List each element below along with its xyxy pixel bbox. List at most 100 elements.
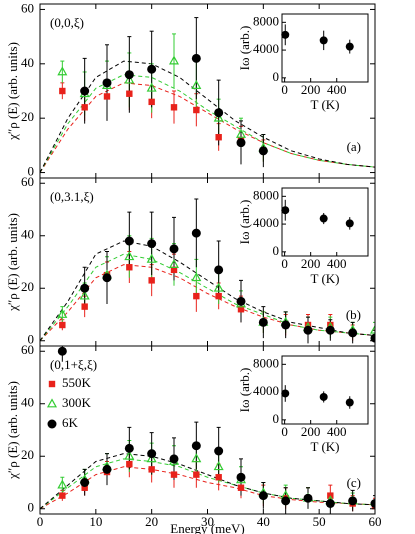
legend-label: 6K <box>62 415 79 430</box>
inset-x-tick-label: 0 <box>281 424 288 439</box>
marker-circle <box>303 493 313 503</box>
y-axis-label: χ″ρ (E) (arb. units) <box>5 381 20 480</box>
frame <box>39 345 376 515</box>
marker-circle <box>124 443 134 453</box>
x-tick-label: 30 <box>201 514 214 529</box>
marker-square <box>215 134 222 141</box>
marker-triangle <box>57 66 68 76</box>
marker-square <box>304 321 312 329</box>
marker-triangle <box>124 450 135 460</box>
x-tick-label: 40 <box>257 514 270 529</box>
y-tick-label: 0 <box>28 500 35 515</box>
marker-circle <box>236 472 246 482</box>
marker-triangle <box>57 479 68 489</box>
marker-circle <box>102 273 112 283</box>
marker-triangle <box>124 251 135 261</box>
marker-circle <box>57 346 67 356</box>
marker-circle <box>147 449 157 459</box>
marker-circle <box>102 464 112 474</box>
legend-marker <box>46 398 58 408</box>
fit-line <box>40 240 375 342</box>
marker-square <box>193 471 200 478</box>
y-axis-label: χ″ρ (E) (arb. units) <box>5 42 20 141</box>
marker-triangle <box>369 324 375 334</box>
marker-circle <box>303 325 313 335</box>
marker-circle <box>370 499 375 508</box>
marker-circle <box>191 228 201 238</box>
marker-triangle <box>146 253 157 263</box>
inset-background <box>281 13 369 83</box>
marker-square <box>148 277 155 284</box>
inset-x-label: T (K) <box>310 97 339 112</box>
x-tick-label: 0 <box>37 514 44 529</box>
inset-x-label: T (K) <box>310 439 339 454</box>
marker-square <box>170 266 178 274</box>
marker-square <box>148 98 155 106</box>
inset-x-label: T (K) <box>310 271 339 286</box>
inset-x-tick-label: 400 <box>327 82 347 97</box>
y-tick-label: 60 <box>21 0 34 15</box>
marker-triangle <box>168 258 180 269</box>
y-tick-label: 40 <box>21 55 34 70</box>
legend-marker <box>47 419 57 429</box>
marker-circle <box>236 138 246 148</box>
y-axis-label: χ″ρ (E) (arb. units) <box>5 213 20 312</box>
marker-triangle <box>79 290 90 300</box>
marker-square <box>237 484 245 491</box>
marker-square <box>59 321 66 329</box>
inset-x-tick-label: 0 <box>281 82 288 97</box>
inset-point <box>319 36 328 45</box>
marker-triangle <box>191 453 202 463</box>
marker-triangle <box>168 55 180 65</box>
marker-circle <box>80 478 90 487</box>
inset-x-tick-label: 400 <box>327 424 347 439</box>
marker-triangle <box>213 282 224 292</box>
marker-circle <box>281 496 291 506</box>
fit-line <box>40 82 375 173</box>
panel-tag: (b) <box>346 307 361 322</box>
fit-line <box>40 253 375 342</box>
x-axis-label: Energy (meV) <box>170 521 244 534</box>
marker-triangle <box>146 82 157 92</box>
marker-circle <box>147 64 157 74</box>
y-tick-label: 60 <box>21 342 34 357</box>
inset-y-tick-label: 8000 <box>253 355 279 370</box>
marker-circle <box>191 441 201 451</box>
fit-line <box>40 458 375 510</box>
plot-area <box>40 346 375 514</box>
inset-point <box>281 206 290 215</box>
marker-triangle <box>57 308 68 318</box>
inset-y-tick-label: 8000 <box>253 187 279 202</box>
marker-circle <box>236 296 246 306</box>
x-tick-label: 60 <box>369 514 382 529</box>
y-tick-label: 60 <box>21 174 34 189</box>
panel-tag: (c) <box>347 475 361 490</box>
marker-square <box>59 492 66 499</box>
y-tick-label: 40 <box>21 227 34 242</box>
inset-point <box>319 214 328 223</box>
marker-square <box>81 484 88 491</box>
x-tick-label: 50 <box>313 514 326 529</box>
marker-circle <box>214 265 224 275</box>
marker-circle <box>348 328 358 338</box>
panel-tag: (a) <box>347 139 361 154</box>
marker-circle <box>258 317 268 327</box>
marker-circle <box>80 283 90 293</box>
marker-triangle <box>124 74 135 84</box>
marker-square <box>327 321 334 329</box>
inset-background <box>281 355 369 425</box>
inset-point <box>319 392 328 401</box>
fit-line <box>40 264 375 342</box>
plot-area <box>40 17 375 173</box>
marker-circle <box>348 496 358 506</box>
y-tick-label: 20 <box>21 447 34 462</box>
marker-square <box>148 466 155 473</box>
panel-label: (0,3.1,ξ) <box>50 189 94 204</box>
y-tick-label: 0 <box>28 332 35 347</box>
legend-label: 300K <box>62 395 92 410</box>
marker-square <box>126 460 133 468</box>
marker-circle <box>214 446 224 456</box>
marker-triangle <box>146 453 157 463</box>
marker-square <box>170 471 178 478</box>
marker-square <box>126 264 133 271</box>
